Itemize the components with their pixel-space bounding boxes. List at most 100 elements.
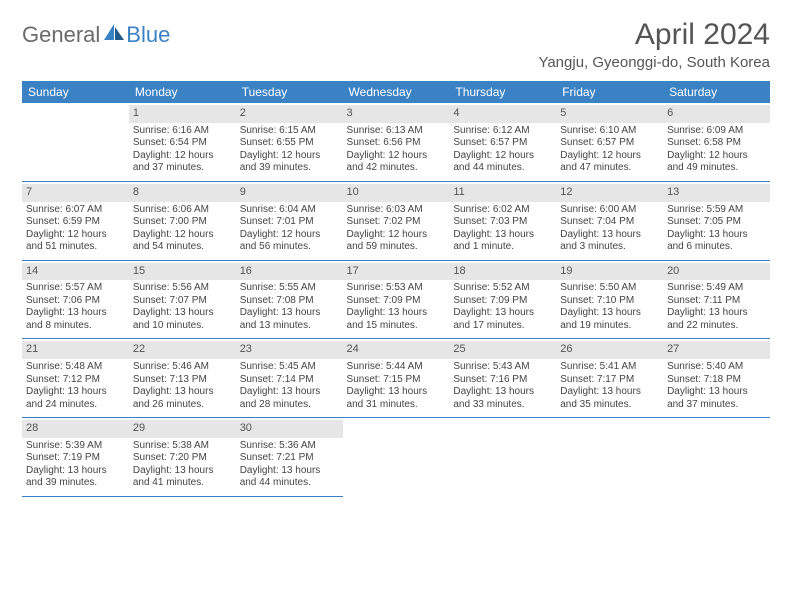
daylight-text: Daylight: 13 hours	[240, 307, 339, 320]
daylight-text: and 22 minutes.	[667, 320, 766, 333]
day-number: 3	[343, 105, 450, 123]
sunset-text: Sunset: 7:10 PM	[560, 295, 659, 308]
daylight-text: and 44 minutes.	[240, 477, 339, 490]
daylight-text: and 47 minutes.	[560, 162, 659, 175]
daylight-text: Daylight: 12 hours	[560, 150, 659, 163]
day-number: 15	[129, 263, 236, 281]
calendar-day-cell	[663, 418, 770, 497]
sunrise-text: Sunrise: 6:10 AM	[560, 125, 659, 138]
day-number: 29	[129, 420, 236, 438]
calendar-day-cell: 12Sunrise: 6:00 AMSunset: 7:04 PMDayligh…	[556, 181, 663, 260]
brand-part1: General	[22, 22, 100, 48]
calendar-day-cell: 28Sunrise: 5:39 AMSunset: 7:19 PMDayligh…	[22, 418, 129, 497]
day-number: 1	[129, 105, 236, 123]
daylight-text: Daylight: 13 hours	[133, 386, 232, 399]
calendar-day-cell: 27Sunrise: 5:40 AMSunset: 7:18 PMDayligh…	[663, 339, 770, 418]
daylight-text: and 35 minutes.	[560, 399, 659, 412]
sunset-text: Sunset: 7:17 PM	[560, 374, 659, 387]
sunset-text: Sunset: 7:11 PM	[667, 295, 766, 308]
sunset-text: Sunset: 7:20 PM	[133, 452, 232, 465]
sunrise-text: Sunrise: 6:13 AM	[347, 125, 446, 138]
calendar-body: 1Sunrise: 6:16 AMSunset: 6:54 PMDaylight…	[22, 103, 770, 496]
day-number: 5	[556, 105, 663, 123]
day-number: 11	[449, 184, 556, 202]
daylight-text: and 6 minutes.	[667, 241, 766, 254]
sunset-text: Sunset: 7:07 PM	[133, 295, 232, 308]
daylight-text: Daylight: 12 hours	[133, 150, 232, 163]
sunrise-text: Sunrise: 6:00 AM	[560, 204, 659, 217]
day-number: 8	[129, 184, 236, 202]
sunrise-text: Sunrise: 6:02 AM	[453, 204, 552, 217]
calendar-day-cell: 20Sunrise: 5:49 AMSunset: 7:11 PMDayligh…	[663, 260, 770, 339]
day-number: 20	[663, 263, 770, 281]
daylight-text: Daylight: 13 hours	[667, 386, 766, 399]
sunset-text: Sunset: 6:55 PM	[240, 137, 339, 150]
sunrise-text: Sunrise: 6:16 AM	[133, 125, 232, 138]
title-block: April 2024 Yangju, Gyeonggi-do, South Ko…	[538, 18, 770, 71]
daylight-text: Daylight: 12 hours	[667, 150, 766, 163]
day-number: 23	[236, 341, 343, 359]
day-number: 6	[663, 105, 770, 123]
day-number: 4	[449, 105, 556, 123]
calendar-day-cell: 23Sunrise: 5:45 AMSunset: 7:14 PMDayligh…	[236, 339, 343, 418]
sunrise-text: Sunrise: 6:09 AM	[667, 125, 766, 138]
day-number: 30	[236, 420, 343, 438]
daylight-text: Daylight: 13 hours	[26, 307, 125, 320]
calendar-day-cell: 19Sunrise: 5:50 AMSunset: 7:10 PMDayligh…	[556, 260, 663, 339]
calendar-day-cell: 30Sunrise: 5:36 AMSunset: 7:21 PMDayligh…	[236, 418, 343, 497]
sunrise-text: Sunrise: 5:41 AM	[560, 361, 659, 374]
daylight-text: and 3 minutes.	[560, 241, 659, 254]
daylight-text: and 37 minutes.	[133, 162, 232, 175]
day-number: 28	[22, 420, 129, 438]
daylight-text: Daylight: 13 hours	[453, 229, 552, 242]
sunset-text: Sunset: 7:05 PM	[667, 216, 766, 229]
daylight-text: and 31 minutes.	[347, 399, 446, 412]
daylight-text: and 33 minutes.	[453, 399, 552, 412]
location-text: Yangju, Gyeonggi-do, South Korea	[538, 54, 770, 71]
daylight-text: and 1 minute.	[453, 241, 552, 254]
daylight-text: Daylight: 13 hours	[133, 307, 232, 320]
sunset-text: Sunset: 6:57 PM	[560, 137, 659, 150]
daylight-text: and 49 minutes.	[667, 162, 766, 175]
sunrise-text: Sunrise: 5:55 AM	[240, 282, 339, 295]
sunset-text: Sunset: 7:06 PM	[26, 295, 125, 308]
sunset-text: Sunset: 7:13 PM	[133, 374, 232, 387]
sunset-text: Sunset: 7:18 PM	[667, 374, 766, 387]
calendar-table: SundayMondayTuesdayWednesdayThursdayFrid…	[22, 81, 770, 497]
sunset-text: Sunset: 6:58 PM	[667, 137, 766, 150]
calendar-header-row: SundayMondayTuesdayWednesdayThursdayFrid…	[22, 81, 770, 103]
sunset-text: Sunset: 7:15 PM	[347, 374, 446, 387]
calendar-day-cell: 4Sunrise: 6:12 AMSunset: 6:57 PMDaylight…	[449, 103, 556, 181]
daylight-text: and 37 minutes.	[667, 399, 766, 412]
daylight-text: and 51 minutes.	[26, 241, 125, 254]
daylight-text: Daylight: 12 hours	[453, 150, 552, 163]
weekday-header: Sunday	[22, 81, 129, 103]
sunset-text: Sunset: 6:56 PM	[347, 137, 446, 150]
daylight-text: Daylight: 12 hours	[26, 229, 125, 242]
daylight-text: Daylight: 12 hours	[240, 229, 339, 242]
day-number: 27	[663, 341, 770, 359]
day-number: 7	[22, 184, 129, 202]
day-number: 26	[556, 341, 663, 359]
day-number: 16	[236, 263, 343, 281]
daylight-text: and 44 minutes.	[453, 162, 552, 175]
daylight-text: and 39 minutes.	[240, 162, 339, 175]
daylight-text: and 42 minutes.	[347, 162, 446, 175]
sunset-text: Sunset: 7:09 PM	[347, 295, 446, 308]
sunrise-text: Sunrise: 5:46 AM	[133, 361, 232, 374]
daylight-text: Daylight: 13 hours	[240, 465, 339, 478]
weekday-header: Thursday	[449, 81, 556, 103]
sail-icon	[104, 24, 124, 40]
calendar-day-cell: 6 Sunrise: 6:09 AMSunset: 6:58 PMDaylight…	[663, 103, 770, 181]
sunrise-text: Sunrise: 6:04 AM	[240, 204, 339, 217]
calendar-day-cell: 26Sunrise: 5:41 AMSunset: 7:17 PMDayligh…	[556, 339, 663, 418]
daylight-text: Daylight: 13 hours	[26, 465, 125, 478]
sunrise-text: Sunrise: 6:12 AM	[453, 125, 552, 138]
sunrise-text: Sunrise: 6:06 AM	[133, 204, 232, 217]
calendar-day-cell: 21Sunrise: 5:48 AMSunset: 7:12 PMDayligh…	[22, 339, 129, 418]
daylight-text: Daylight: 13 hours	[667, 307, 766, 320]
sunrise-text: Sunrise: 6:07 AM	[26, 204, 125, 217]
day-number: 14	[22, 263, 129, 281]
calendar-week-row: 21Sunrise: 5:48 AMSunset: 7:12 PMDayligh…	[22, 339, 770, 418]
day-number: 2	[236, 105, 343, 123]
